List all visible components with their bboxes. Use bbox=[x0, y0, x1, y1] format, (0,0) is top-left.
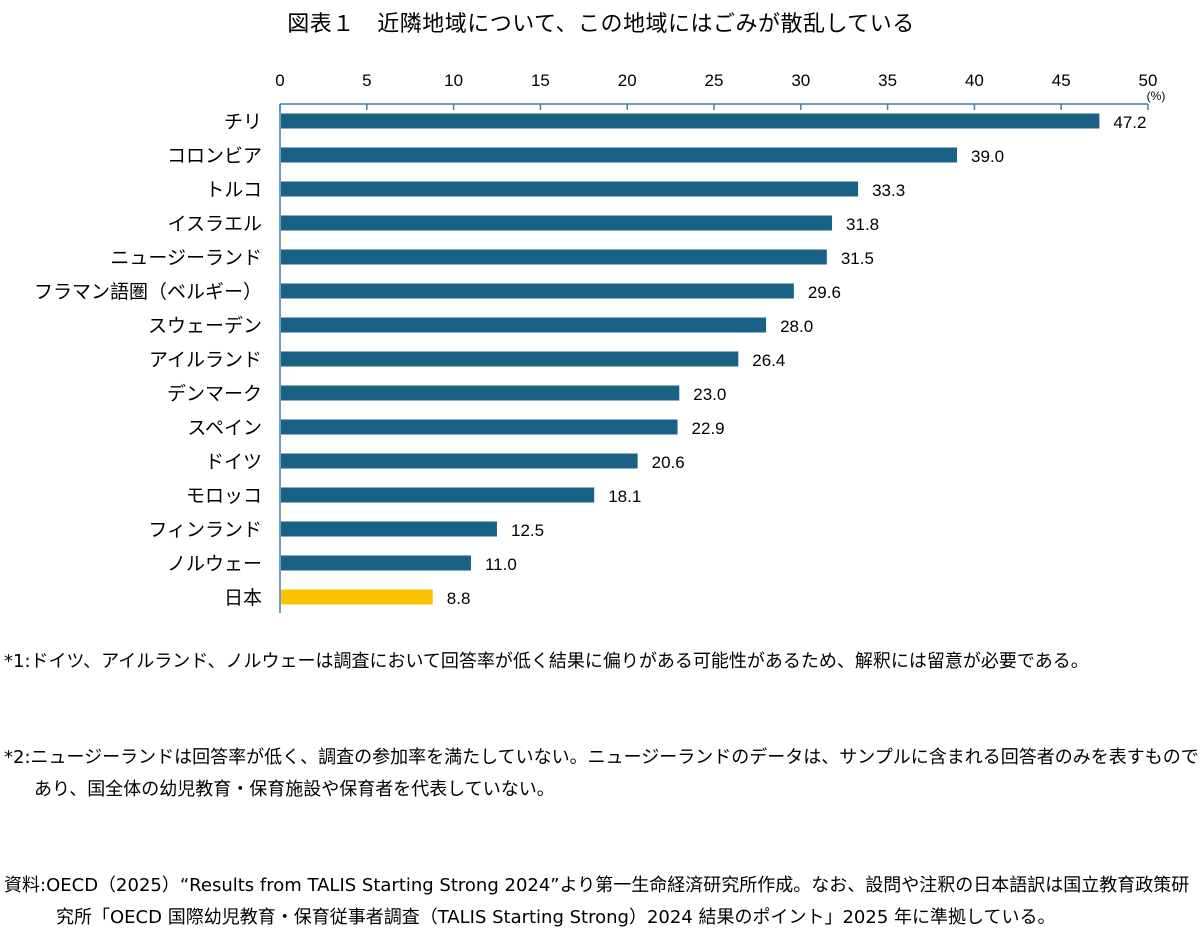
x-tick-label: 15 bbox=[531, 71, 550, 90]
footnote-2: *2:ニュージーランドは回答率が低く、調査の参加率を満たしていない。ニュージーラ… bbox=[4, 742, 1199, 806]
footnote-1: *1:ドイツ、アイルランド、ノルウェーは調査において回答率が低く結果に偏りがある… bbox=[4, 646, 1199, 678]
category-label: イスラエル bbox=[168, 214, 262, 235]
value-label: 20.6 bbox=[652, 453, 685, 472]
category-label: ドイツ bbox=[205, 452, 262, 473]
value-label: 47.2 bbox=[1113, 113, 1146, 132]
bar bbox=[281, 555, 471, 571]
value-label: 12.5 bbox=[511, 521, 544, 540]
source-text: OECD（2025）“Results from TALIS Starting S… bbox=[46, 875, 1190, 928]
category-label: スウェーデン bbox=[148, 315, 262, 337]
bar bbox=[281, 283, 794, 299]
x-tick-label: 30 bbox=[791, 71, 810, 90]
bar bbox=[281, 181, 859, 197]
bar-chart: 0 5 10 15 20 25 30 35 40 45 50(%) チリコロンビアトルコイスラエルニ… bbox=[34, 71, 1165, 613]
unit-label: (%) bbox=[1147, 89, 1166, 103]
x-tick-label: 20 bbox=[618, 71, 637, 90]
bar bbox=[281, 419, 678, 435]
bar bbox=[281, 521, 497, 537]
x-tick-label: 50 bbox=[1139, 71, 1158, 90]
category-label: フィンランド bbox=[148, 520, 262, 541]
category-label: トルコ bbox=[205, 180, 262, 201]
value-labels: 47.2 39.0 33.3 31.8 31.529.6 28.0 26.4 23.0 22.9… bbox=[447, 113, 1147, 608]
x-tick-label: 45 bbox=[1052, 71, 1071, 90]
bar bbox=[281, 113, 1100, 129]
footnote-1-label: *1: bbox=[4, 651, 31, 672]
category-label: アイルランド bbox=[149, 350, 262, 371]
category-label: 日本 bbox=[224, 587, 262, 609]
value-label: 31.5 bbox=[841, 249, 874, 268]
x-tick-label: 5 bbox=[362, 71, 371, 90]
category-label: コロンビア bbox=[167, 145, 262, 167]
category-label: チリ bbox=[224, 112, 262, 133]
chart-title: 図表１ 近隣地域について、この地域にはごみが散乱している bbox=[287, 12, 915, 37]
x-tick-label: 10 bbox=[444, 71, 463, 90]
value-label: 33.3 bbox=[872, 181, 905, 200]
value-label: 11.0 bbox=[485, 555, 517, 574]
bar bbox=[281, 385, 680, 401]
x-tick-label: 0 bbox=[275, 71, 284, 90]
source-note: 資料:OECD（2025）“Results from TALIS Startin… bbox=[4, 870, 1199, 934]
value-label: 39.0 bbox=[971, 147, 1004, 166]
bar bbox=[281, 249, 827, 265]
value-label: 29.6 bbox=[808, 283, 841, 302]
category-label: スペイン bbox=[187, 418, 262, 439]
value-label: 8.8 bbox=[447, 589, 471, 608]
source-label: 資料: bbox=[4, 875, 47, 896]
value-label: 22.9 bbox=[692, 419, 725, 438]
footnote-1-text: ドイツ、アイルランド、ノルウェーは調査において回答率が低く結果に偏りがある可能性… bbox=[30, 651, 1089, 672]
category-label: ノルウェー bbox=[167, 554, 262, 575]
bar bbox=[281, 215, 833, 231]
category-label: フラマン語圏（ベルギー） bbox=[34, 281, 262, 303]
bar bbox=[281, 351, 739, 367]
value-label: 18.1 bbox=[608, 487, 641, 506]
bar bbox=[281, 147, 958, 163]
value-label: 28.0 bbox=[780, 317, 813, 336]
category-label: ニュージーランド bbox=[110, 248, 262, 269]
value-label: 23.0 bbox=[693, 385, 726, 404]
value-label: 26.4 bbox=[752, 351, 785, 370]
category-label: モロッコ bbox=[186, 486, 262, 507]
bar bbox=[281, 589, 433, 605]
footnote-2-label: *2: bbox=[4, 747, 31, 768]
x-tick-label: 35 bbox=[878, 71, 897, 90]
x-tick-label: 25 bbox=[705, 71, 724, 90]
bar bbox=[281, 453, 638, 469]
x-tick-label: 40 bbox=[965, 71, 984, 90]
category-label: デンマーク bbox=[167, 383, 262, 405]
value-label: 31.8 bbox=[846, 215, 879, 234]
bar bbox=[281, 317, 767, 333]
footnote-2-text: ニュージーランドは回答率が低く、調査の参加率を満たしていない。ニュージーランドの… bbox=[30, 747, 1199, 800]
x-axis: 0 5 10 15 20 25 30 35 40 45 50(%) bbox=[275, 71, 1165, 613]
bar bbox=[281, 487, 595, 503]
bars bbox=[281, 113, 1100, 605]
